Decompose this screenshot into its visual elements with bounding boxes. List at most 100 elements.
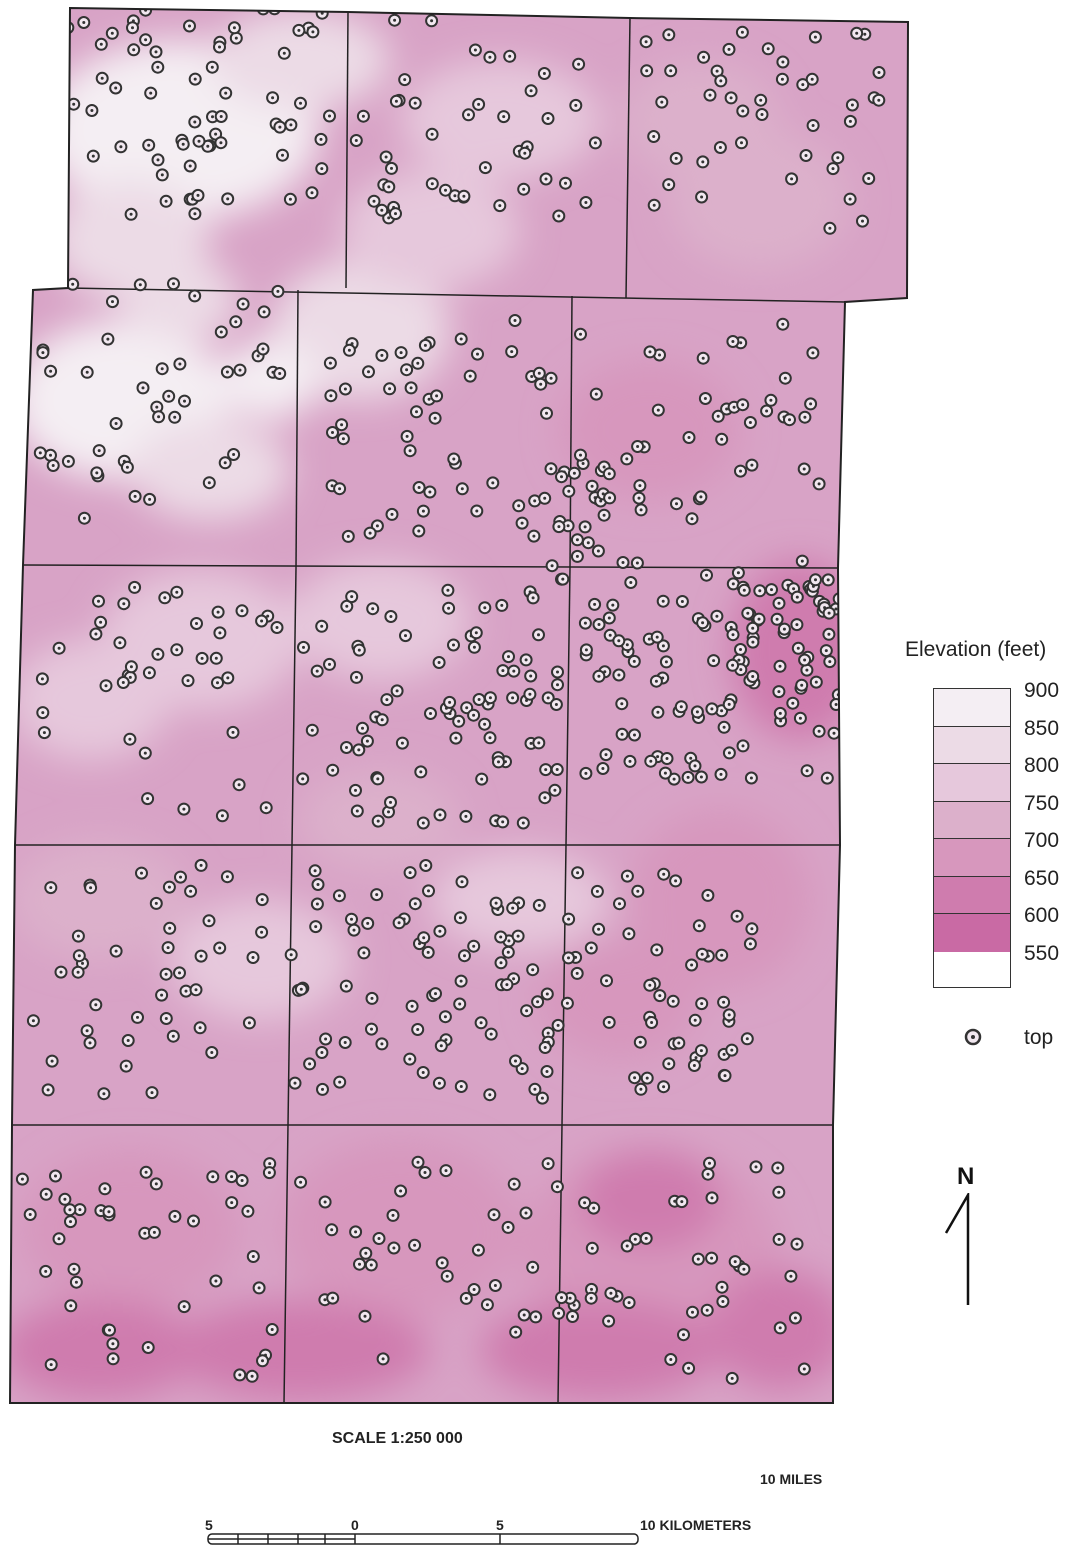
well-marker — [159, 194, 173, 208]
well-marker — [550, 763, 564, 776]
well-marker — [592, 922, 606, 936]
well-marker — [872, 66, 886, 79]
well-marker — [555, 470, 568, 484]
well-marker — [599, 748, 613, 762]
well-marker — [645, 1016, 659, 1029]
well-marker — [823, 655, 837, 669]
well-marker — [190, 617, 203, 630]
well-marker — [790, 590, 804, 604]
well-marker — [428, 411, 442, 425]
well-marker — [538, 491, 552, 505]
well-marker — [523, 687, 537, 701]
well-marker — [806, 119, 820, 132]
well-marker — [352, 743, 366, 757]
well-marker — [459, 1291, 473, 1305]
well-marker — [255, 614, 269, 628]
well-marker — [468, 43, 482, 57]
well-marker — [214, 325, 228, 339]
well-marker — [622, 1296, 636, 1310]
well-marker — [798, 410, 812, 424]
well-marker — [41, 1083, 55, 1097]
well-marker — [569, 98, 583, 112]
scale-miles-label: 10 MILES — [760, 1471, 823, 1487]
well-marker — [692, 919, 706, 933]
elevation-zone — [130, 420, 290, 520]
well-marker — [592, 618, 606, 631]
well-marker — [602, 1314, 616, 1328]
well-marker — [517, 182, 531, 196]
well-marker — [246, 1250, 260, 1263]
well-marker — [653, 989, 667, 1003]
well-marker — [294, 982, 308, 996]
well-marker — [735, 25, 749, 39]
well-marker — [532, 736, 546, 750]
well-marker — [480, 1298, 494, 1312]
well-marker — [672, 1036, 686, 1050]
well-marker — [273, 120, 287, 134]
well-marker — [639, 1231, 653, 1245]
well-marker — [809, 675, 823, 689]
well-marker — [455, 875, 469, 889]
well-marker — [44, 1358, 58, 1372]
well-marker — [540, 1065, 554, 1078]
well-marker — [15, 1172, 29, 1186]
well-marker — [809, 573, 822, 587]
well-marker — [755, 108, 769, 121]
well-marker — [737, 1262, 751, 1276]
well-marker — [728, 1255, 742, 1269]
well-marker — [705, 1191, 719, 1205]
well-marker — [509, 1325, 523, 1339]
well-marker — [634, 1082, 648, 1096]
well-marker — [194, 858, 208, 872]
well-marker — [365, 991, 379, 1005]
well-marker — [649, 674, 663, 688]
well-marker — [797, 1362, 811, 1376]
well-marker — [524, 84, 538, 98]
scale-tick-5-left: 5 — [205, 1517, 213, 1533]
well-marker — [749, 1160, 763, 1174]
well-marker — [856, 214, 869, 228]
well-marker — [193, 1021, 207, 1035]
well-marker — [467, 1283, 481, 1296]
well-marker — [579, 196, 593, 209]
well-marker — [627, 654, 641, 668]
well-marker — [496, 815, 510, 829]
elevation-zone — [560, 360, 740, 500]
well-marker — [375, 348, 389, 362]
well-marker — [657, 1080, 671, 1094]
well-marker — [52, 98, 66, 111]
well-marker — [674, 700, 688, 714]
well-marker — [685, 958, 699, 972]
well-marker — [612, 634, 626, 648]
well-marker — [226, 725, 240, 739]
well-marker — [142, 666, 156, 680]
well-marker — [589, 387, 603, 401]
well-marker — [701, 888, 715, 902]
well-marker — [570, 549, 584, 563]
well-marker — [45, 1054, 59, 1068]
well-marker — [487, 1208, 501, 1222]
well-marker — [418, 1166, 432, 1179]
well-marker — [215, 809, 229, 823]
well-marker — [471, 1243, 485, 1257]
elevation-zone — [220, 340, 320, 420]
well-marker — [736, 398, 750, 412]
well-marker — [403, 444, 417, 458]
well-marker — [657, 867, 671, 881]
top-marker-icon — [964, 1028, 982, 1046]
scale-ratio: SCALE 1:250 000 — [332, 1430, 463, 1447]
well-marker — [138, 1226, 152, 1240]
well-marker — [142, 138, 156, 152]
well-marker — [550, 1180, 564, 1194]
well-marker — [667, 772, 681, 786]
well-marker — [572, 57, 586, 71]
well-marker — [268, 8, 281, 16]
well-marker — [177, 802, 191, 816]
well-marker — [61, 454, 75, 468]
well-marker — [163, 921, 177, 935]
well-marker — [227, 448, 241, 461]
well-marker — [615, 697, 629, 711]
well-marker — [578, 520, 592, 534]
well-marker — [188, 115, 202, 129]
well-marker — [454, 1080, 468, 1093]
